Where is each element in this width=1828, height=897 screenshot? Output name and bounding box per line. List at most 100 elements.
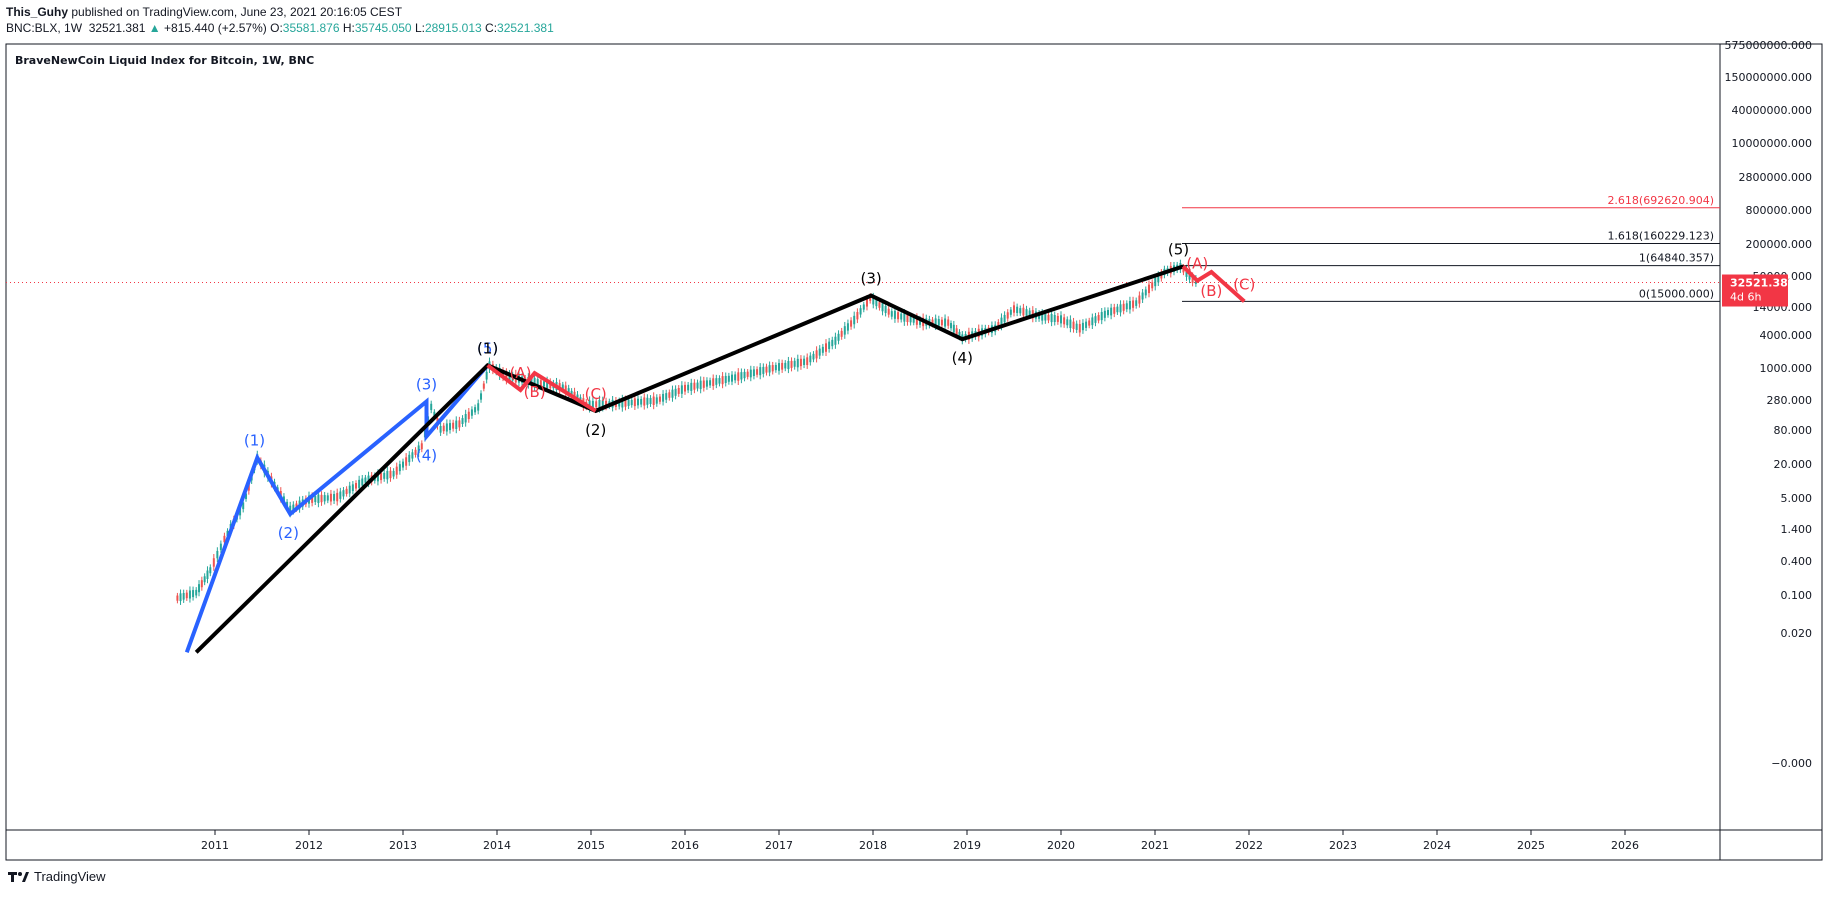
- candle-body: [743, 371, 746, 379]
- candle-body: [461, 418, 464, 425]
- x-tick-label: 2019: [953, 839, 981, 852]
- red-wave-line[interactable]: [1181, 264, 1246, 303]
- candle-body: [709, 380, 712, 386]
- candle-body: [890, 311, 893, 317]
- candle-body: [955, 328, 958, 335]
- candle-body: [952, 324, 955, 333]
- candle-body: [633, 398, 636, 407]
- candle-body: [289, 505, 292, 514]
- candle-body: [834, 336, 837, 345]
- candle-body: [897, 312, 900, 320]
- candle-body: [806, 357, 809, 366]
- symbol-label: BNC:BLX, 1W: [6, 21, 83, 35]
- candle-body: [781, 362, 784, 370]
- candle-body: [950, 323, 953, 329]
- candle-body: [1091, 317, 1094, 326]
- candle-body: [727, 375, 730, 382]
- candle-body: [464, 413, 467, 423]
- x-axis[interactable]: 2011 2012 2013 2014 2015 2016 2017 2018 2019 2020…: [201, 830, 1639, 852]
- candle-body: [1141, 292, 1144, 300]
- candle-body: [1191, 275, 1194, 283]
- candle-body: [192, 590, 195, 598]
- candle-body: [1107, 309, 1109, 316]
- candle-body: [621, 399, 624, 408]
- candle-body: [759, 367, 762, 376]
- candle-body: [1128, 300, 1131, 310]
- candle-body: [752, 369, 755, 377]
- wave-label: (A): [510, 364, 532, 382]
- candle-body: [784, 362, 787, 369]
- close-label: C:: [485, 21, 498, 35]
- candle-body: [662, 393, 665, 402]
- candle-body: [445, 423, 448, 432]
- candle-body: [1047, 314, 1050, 321]
- candle-body: [887, 308, 890, 315]
- candle-body: [690, 382, 693, 391]
- candle-body: [591, 400, 594, 408]
- candle-body: [414, 449, 417, 455]
- candle-body: [1069, 319, 1072, 329]
- candle-body: [756, 369, 759, 375]
- candle-body: [958, 331, 961, 338]
- candle-body: [539, 380, 542, 387]
- candle-body: [774, 364, 777, 371]
- candle-body: [1000, 317, 1003, 327]
- tradingview-brand[interactable]: TradingView: [34, 869, 106, 884]
- candle-body: [793, 360, 796, 367]
- black-wave-line[interactable]: [194, 264, 1184, 654]
- candle-body: [825, 343, 827, 352]
- candle-body: [1066, 319, 1069, 326]
- candle-body: [859, 308, 862, 315]
- candle-body: [768, 365, 771, 373]
- candle-body: [442, 425, 445, 432]
- candle-body: [449, 423, 451, 431]
- y-axis[interactable]: 575000000.000 150000000.000 40000000.000 10…: [1725, 39, 1812, 770]
- price-change: +815.440 (+2.57%): [164, 21, 267, 35]
- candle-body: [734, 374, 737, 381]
- candle-body: [439, 425, 442, 433]
- candle-body: [376, 473, 379, 482]
- candle-body: [796, 358, 799, 368]
- tradingview-logo-icon[interactable]: [8, 870, 30, 884]
- candle-body: [317, 494, 320, 504]
- elliott-waves[interactable]: (1)(2)(3)(4)(5)(1)(2)(3)(4)(5)(A)(B) (C)(…: [184, 240, 1256, 654]
- wave-label: (C): [1233, 275, 1255, 293]
- candle-body: [239, 507, 242, 516]
- candle-body: [398, 464, 401, 472]
- candle-body: [947, 319, 950, 326]
- candle-body: [1125, 303, 1128, 310]
- candle-body: [856, 312, 859, 320]
- candle-body: [209, 567, 212, 574]
- blue-wave-line[interactable]: [184, 363, 490, 653]
- candle-body: [850, 320, 853, 327]
- candle-body: [618, 400, 621, 407]
- candle-body: [715, 378, 718, 385]
- candle-body: [292, 504, 295, 512]
- red-wave-line[interactable]: [486, 363, 597, 413]
- candle-body: [206, 570, 209, 579]
- candle-body: [367, 475, 370, 484]
- candle-body: [721, 376, 724, 385]
- candle-body: [355, 483, 357, 489]
- candle-body: [1188, 272, 1191, 280]
- candle-body: [828, 341, 831, 349]
- y-tick-label: 1000.000: [1760, 362, 1813, 375]
- publish-info: published on TradingView.com, June 23, 2…: [68, 5, 403, 19]
- candle-body: [351, 484, 354, 491]
- candle-body: [737, 372, 740, 381]
- candle-body: [588, 400, 591, 409]
- candle-body: [699, 380, 702, 390]
- candle-body: [1050, 314, 1053, 323]
- candle-body: [693, 382, 696, 390]
- close-value: 32521.381: [497, 21, 554, 35]
- x-tick-label: 2011: [201, 839, 229, 852]
- author-name[interactable]: This_Guhy: [6, 5, 69, 19]
- candle-body: [862, 304, 865, 310]
- publish-line: This_Guhy published on TradingView.com, …: [6, 4, 554, 20]
- candle-body: [176, 595, 179, 601]
- candle-body: [702, 380, 705, 388]
- x-tick-label: 2016: [671, 839, 699, 852]
- candle-body: [934, 318, 937, 327]
- fib-extension[interactable]: 2.618(692620.904) 1.618(160229.123) 1(6484…: [1182, 194, 1720, 302]
